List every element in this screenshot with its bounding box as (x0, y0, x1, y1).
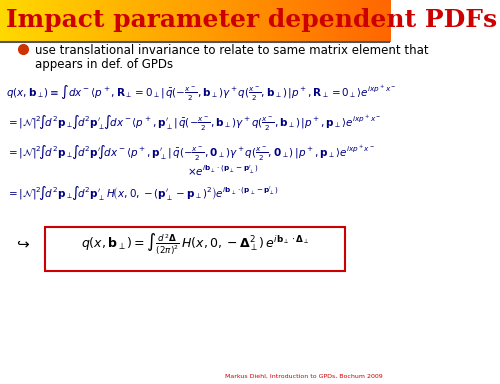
Text: $= |\mathcal{N}|^2\!\int\! d^2\mathbf{p}_\perp\!\int\! d^2\mathbf{p}^\prime_\per: $= |\mathcal{N}|^2\!\int\! d^2\mathbf{p}… (6, 114, 382, 133)
Text: $q(x,\mathbf{b}_\perp) = \int \frac{d^2\mathbf{\Delta}}{(2\pi)^2}\,H(x,0,-\mathb: $q(x,\mathbf{b}_\perp) = \int \frac{d^2\… (80, 231, 310, 257)
Text: appears in def. of GPDs: appears in def. of GPDs (35, 58, 173, 71)
Text: Impact parameter dependent PDFs: Impact parameter dependent PDFs (6, 8, 498, 32)
Text: use translational invariance to relate to same matrix element that: use translational invariance to relate t… (35, 44, 428, 57)
Text: $q(x,\mathbf{b}_\perp) \equiv \int dx^-\langle p^+,\mathbf{R}_\perp=0_\perp|\,\b: $q(x,\mathbf{b}_\perp) \equiv \int dx^-\… (6, 84, 397, 103)
Text: $= |\mathcal{N}|^2\!\int\! d^2\mathbf{p}_\perp\!\int\! d^2\mathbf{p}^\prime_\per: $= |\mathcal{N}|^2\!\int\! d^2\mathbf{p}… (6, 184, 279, 202)
Text: $= |\mathcal{N}|^2\!\int\! d^2\mathbf{p}_\perp\!\int\! d^2\mathbf{p}^\prime\!\in: $= |\mathcal{N}|^2\!\int\! d^2\mathbf{p}… (6, 144, 376, 163)
FancyBboxPatch shape (46, 227, 345, 271)
Text: $\hookrightarrow$: $\hookrightarrow$ (14, 237, 31, 252)
Text: $\times e^{i\mathbf{b}_\perp\cdot(\mathbf{p}_\perp-\mathbf{p}^\prime_\perp)}$: $\times e^{i\mathbf{b}_\perp\cdot(\mathb… (188, 164, 259, 178)
Text: Markus Diehl, Introduction to GPDs, Bochum 2009: Markus Diehl, Introduction to GPDs, Boch… (224, 374, 382, 379)
